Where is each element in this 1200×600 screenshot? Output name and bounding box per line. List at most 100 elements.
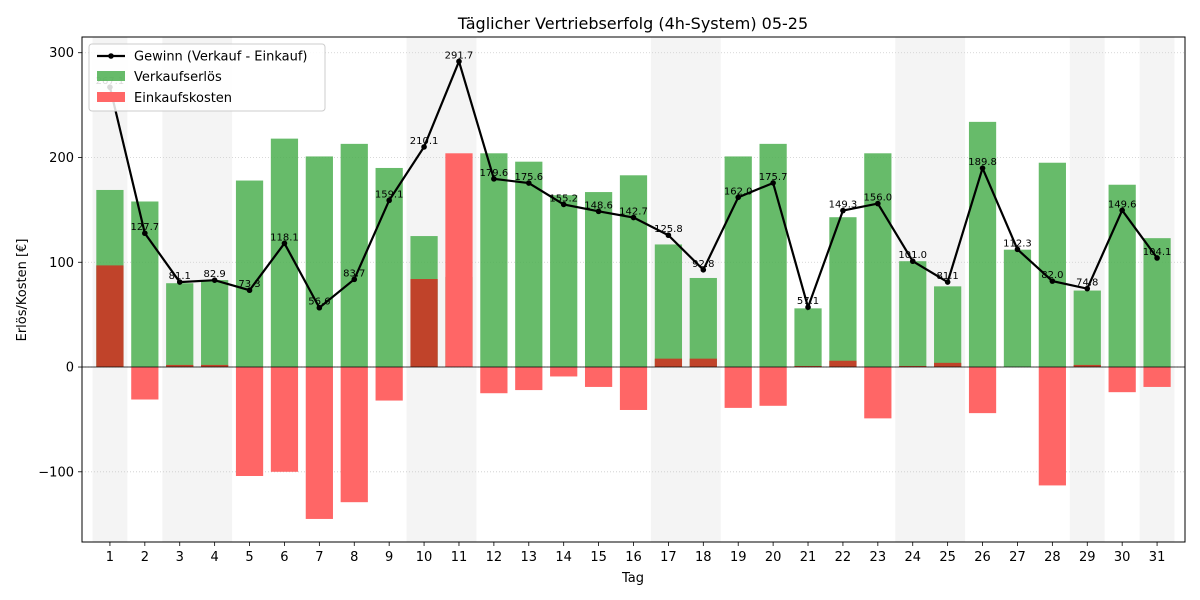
profit-point-17	[665, 232, 672, 239]
sales-bar-21	[794, 308, 822, 368]
profit-point-4	[211, 277, 218, 283]
xtick-label-7: 7	[315, 550, 323, 565]
cost-bar-26	[968, 367, 997, 414]
profit-label-11: 291.7	[445, 50, 474, 61]
profit-label-7: 56.6	[308, 297, 330, 308]
ytick-label-0: 0	[66, 361, 74, 376]
profit-point-31	[1154, 255, 1160, 261]
sales-bar-14	[550, 195, 578, 368]
sales-bar-6	[270, 138, 299, 368]
xtick-label-4: 4	[210, 550, 218, 565]
cost-bar-21	[794, 365, 822, 368]
profit-point-3	[176, 279, 183, 285]
xtick-label-14: 14	[555, 550, 572, 565]
profit-point-27	[1014, 246, 1021, 253]
profit-point-28	[1049, 278, 1056, 284]
sales-bar-30	[1108, 184, 1136, 368]
cost-bar-28	[1038, 367, 1066, 486]
legend-label-sales: Verkaufserlös	[134, 70, 222, 85]
profit-label-24: 101.0	[898, 250, 927, 261]
profit-label-31: 104.1	[1143, 247, 1172, 258]
xtick-label-16: 16	[625, 550, 642, 565]
cost-bar-24	[899, 365, 927, 368]
cost-bar-9	[375, 367, 403, 401]
cost-bar-4	[201, 364, 229, 368]
sales-bar-23	[864, 153, 892, 368]
cost-bar-31	[1143, 367, 1171, 387]
sales-bar-29	[1073, 290, 1101, 368]
xtick-label-1: 1	[106, 550, 114, 565]
sales-bar-16	[619, 175, 648, 368]
cost-bar-14	[550, 367, 578, 377]
x-axis-label: Tag	[621, 571, 644, 586]
sales-bar-4	[201, 280, 229, 368]
profit-label-17: 125.8	[654, 224, 683, 235]
xtick-label-25: 25	[939, 550, 956, 565]
sales-bar-27	[1003, 249, 1032, 368]
profit-label-27: 112.3	[1003, 238, 1032, 249]
profit-label-18: 92.8	[692, 259, 714, 270]
ytick-label-200: 200	[49, 151, 74, 166]
sales-bar-28	[1038, 162, 1066, 368]
profit-label-2: 127.7	[131, 222, 160, 233]
sales-bar-13	[515, 161, 543, 368]
profit-label-19: 162.0	[724, 186, 753, 197]
xtick-label-17: 17	[660, 550, 677, 565]
sales-bar-26	[968, 121, 997, 368]
xtick-label-29: 29	[1079, 550, 1096, 565]
profit-point-5	[246, 287, 253, 294]
profit-label-22: 149.3	[829, 200, 858, 211]
cost-bar-15	[584, 367, 613, 387]
sales-bar-8	[340, 143, 368, 368]
sales-bar-19	[724, 156, 752, 368]
profit-label-8: 83.7	[343, 268, 365, 279]
cost-bar-17	[654, 358, 683, 368]
legend-label-profit: Gewinn (Verkauf - Einkauf)	[134, 50, 307, 65]
xtick-label-23: 23	[870, 550, 887, 565]
profit-point-30	[1119, 207, 1125, 214]
cost-bar-8	[340, 367, 368, 503]
cost-bars	[96, 153, 1171, 519]
xtick-label-8: 8	[350, 550, 358, 565]
x-axis-ticks: 1 2 3 4 5 6 7 8 9 10 11 12 13 14 15 16 17 18 19 20 21 22 23 24 2…	[106, 542, 1166, 565]
cost-bar-5	[235, 367, 264, 476]
profit-point-29	[1084, 285, 1091, 292]
profit-point-19	[735, 194, 742, 201]
xtick-label-31: 31	[1149, 550, 1166, 565]
profit-label-14: 155.2	[549, 193, 578, 204]
profit-point-24	[909, 258, 916, 265]
cost-bar-16	[619, 367, 648, 410]
xtick-label-2: 2	[141, 550, 149, 565]
xtick-label-13: 13	[521, 550, 538, 565]
cost-bar-19	[724, 367, 752, 408]
cost-bar-20	[759, 367, 787, 406]
ytick-label--100: −100	[38, 465, 74, 480]
xtick-label-10: 10	[416, 550, 433, 565]
profit-point-10	[421, 144, 427, 150]
xtick-label-11: 11	[451, 550, 468, 565]
xtick-label-24: 24	[904, 550, 921, 565]
profit-label-29: 74.8	[1076, 278, 1098, 289]
profit-point-21	[805, 304, 811, 311]
profit-label-4: 82.9	[204, 269, 226, 280]
profit-point-2	[142, 230, 148, 237]
xtick-label-21: 21	[800, 550, 817, 565]
xtick-label-9: 9	[385, 550, 393, 565]
cost-bar-22	[829, 360, 857, 368]
profit-point-18	[700, 267, 707, 273]
sales-bar-7	[305, 156, 333, 368]
profit-point-9	[386, 197, 392, 204]
cost-bar-1	[96, 265, 124, 368]
y-axis-ticks: −100 0 100 200 300	[38, 46, 82, 480]
profit-line	[107, 58, 1160, 311]
xtick-label-19: 19	[730, 550, 747, 565]
profit-label-26: 189.8	[968, 157, 997, 168]
cost-bar-6	[270, 367, 299, 472]
cost-bar-7	[305, 367, 333, 519]
xtick-label-3: 3	[176, 550, 184, 565]
sales-bar-25	[934, 286, 962, 368]
xtick-label-30: 30	[1114, 550, 1131, 565]
profit-point-14	[560, 201, 567, 208]
ytick-label-100: 100	[49, 256, 74, 271]
